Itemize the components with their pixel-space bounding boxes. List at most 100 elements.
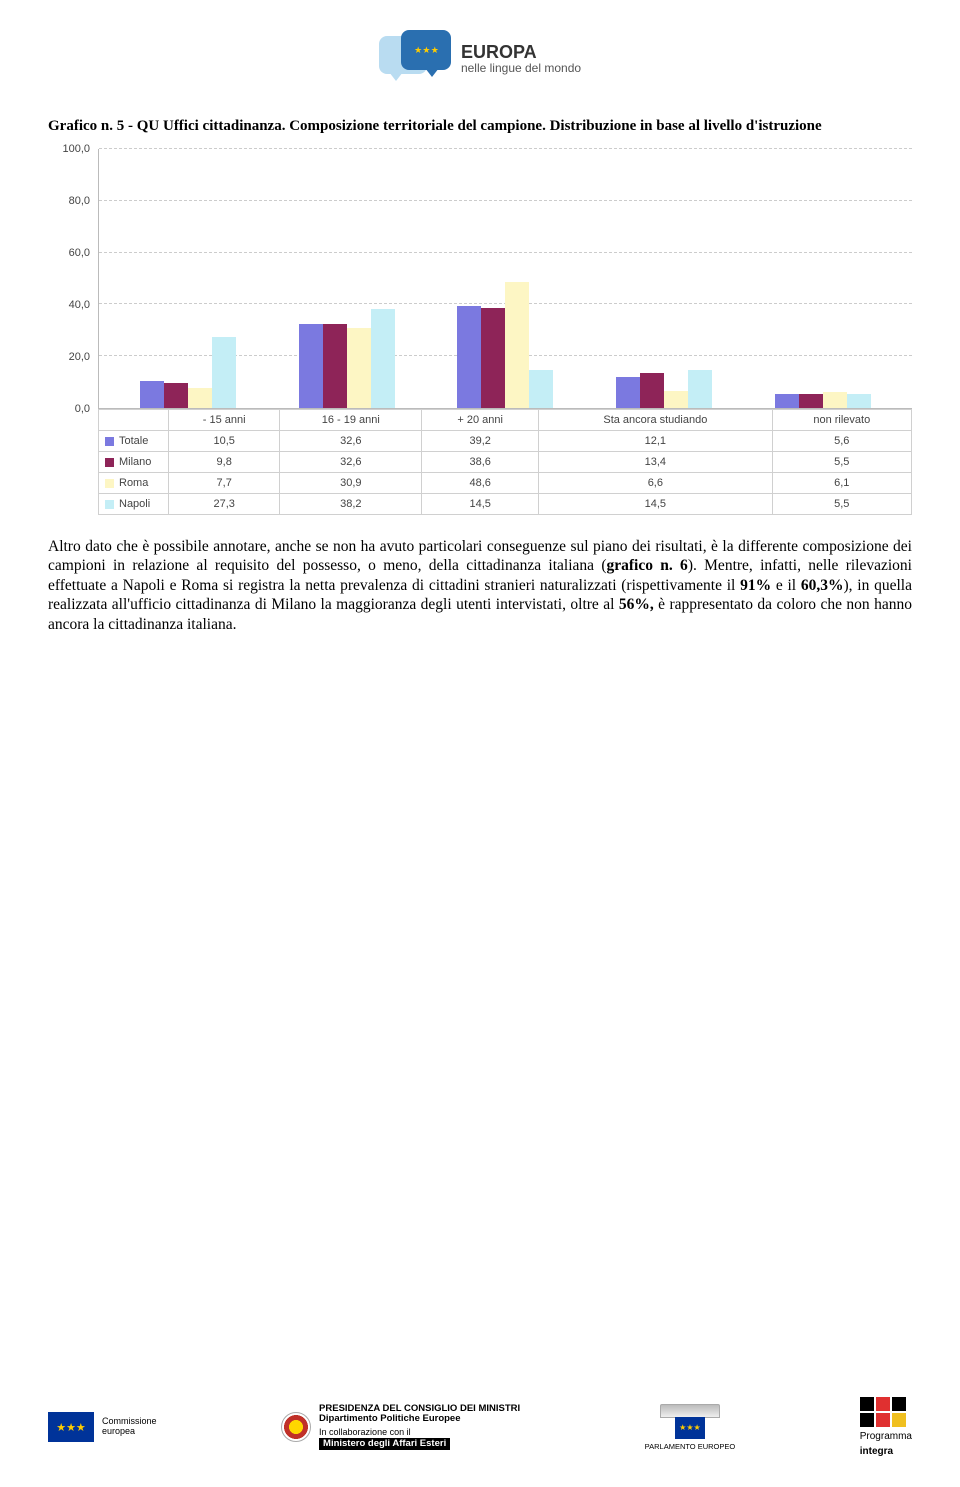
table-category-header: - 15 anni	[169, 410, 280, 431]
table-value-cell: 39,2	[422, 431, 539, 452]
bar-group	[109, 149, 268, 408]
series-swatch-icon	[105, 458, 114, 467]
footer-logos: ★★★ Commissione europea PRESIDENZA DEL C…	[48, 1397, 912, 1457]
bar	[457, 306, 481, 408]
integra-line2: integra	[860, 1446, 912, 1457]
footer-parlamento: ★★★ PARLAMENTO EUROPEO	[645, 1404, 736, 1451]
bar	[188, 388, 212, 408]
body-paragraph: Altro dato che è possibile annotare, anc…	[48, 537, 912, 634]
bar	[847, 394, 871, 408]
series-name-cell: Napoli	[99, 494, 169, 515]
bar	[323, 324, 347, 408]
parlamento-flag-icon: ★★★	[675, 1417, 705, 1439]
footer-commissione: ★★★ Commissione europea	[48, 1412, 157, 1442]
bar	[823, 392, 847, 408]
chart-data-table: - 15 anni16 - 19 anni+ 20 anniSta ancora…	[98, 409, 912, 515]
table-value-cell: 30,9	[280, 473, 422, 494]
bar	[640, 373, 664, 408]
integra-line1: Programma	[860, 1431, 912, 1442]
para-bold: 56%,	[619, 596, 654, 613]
series-name-cell: Milano	[99, 452, 169, 473]
header-logo: ★ ★ ★ EUROPA nelle lingue del mondo	[48, 30, 912, 88]
commissione-label: Commissione europea	[102, 1417, 157, 1437]
integra-cell	[876, 1413, 890, 1427]
footer-integra: Programma integra	[860, 1397, 912, 1457]
table-row: Napoli27,338,214,514,55,5	[99, 494, 912, 515]
table-value-cell: 32,6	[280, 452, 422, 473]
series-swatch-icon	[105, 500, 114, 509]
table-value-cell: 5,5	[772, 494, 911, 515]
table-value-cell: 5,5	[772, 452, 911, 473]
table-value-cell: 12,1	[539, 431, 772, 452]
series-name-cell: Totale	[99, 431, 169, 452]
bar	[347, 328, 371, 408]
para-text: e il	[771, 577, 801, 594]
bar	[371, 309, 395, 408]
chart-title: Grafico n. 5 - QU Uffici cittadinanza. C…	[48, 118, 912, 135]
stemma-icon	[281, 1412, 311, 1442]
bar	[505, 282, 529, 408]
presidenza-text: PRESIDENZA DEL CONSIGLIO DEI MINISTRI Di…	[319, 1404, 520, 1450]
bar-group	[743, 149, 902, 408]
pres-line4: Ministero degli Affari Esteri	[319, 1438, 450, 1450]
table-value-cell: 38,6	[422, 452, 539, 473]
table-row: Totale10,532,639,212,15,6	[99, 431, 912, 452]
table-value-cell: 9,8	[169, 452, 280, 473]
pres-line3: In collaborazione con il	[319, 1428, 520, 1438]
eu-flag-icon: ★★★	[48, 1412, 94, 1442]
footer-presidenza: PRESIDENZA DEL CONSIGLIO DEI MINISTRI Di…	[281, 1404, 520, 1450]
bar-group	[585, 149, 744, 408]
logo-text: EUROPA nelle lingue del mondo	[461, 42, 581, 76]
table-value-cell: 48,6	[422, 473, 539, 494]
bar	[775, 394, 799, 409]
table-value-cell: 10,5	[169, 431, 280, 452]
bar	[299, 324, 323, 408]
chart-y-axis: 100,080,060,040,020,00,0	[48, 149, 98, 409]
integra-cell	[876, 1397, 890, 1411]
table-row: Milano9,832,638,613,45,5	[99, 452, 912, 473]
parlamento-label: PARLAMENTO EUROPEO	[645, 1442, 736, 1451]
table-value-cell: 14,5	[422, 494, 539, 515]
chart-plot-area: 100,080,060,040,020,00,0	[48, 149, 912, 409]
bar	[164, 383, 188, 408]
logo-line2: nelle lingue del mondo	[461, 62, 581, 76]
bar-group	[268, 149, 427, 408]
table-value-cell: 32,6	[280, 431, 422, 452]
table-value-cell: 7,7	[169, 473, 280, 494]
table-category-header: 16 - 19 anni	[280, 410, 422, 431]
bar	[212, 337, 236, 408]
series-swatch-icon	[105, 437, 114, 446]
chart: 100,080,060,040,020,00,0 - 15 anni16 - 1…	[48, 149, 912, 515]
table-row: Roma7,730,948,66,66,1	[99, 473, 912, 494]
para-bold: grafico n. 6	[606, 557, 687, 574]
series-swatch-icon	[105, 479, 114, 488]
table-corner-cell	[99, 410, 169, 431]
logo-bubbles-icon: ★ ★ ★	[379, 30, 451, 88]
table-value-cell: 13,4	[539, 452, 772, 473]
integra-cell	[892, 1397, 906, 1411]
table-value-cell: 14,5	[539, 494, 772, 515]
table-value-cell: 38,2	[280, 494, 422, 515]
table-category-header: Sta ancora studiando	[539, 410, 772, 431]
integra-cell	[860, 1413, 874, 1427]
series-name-cell: Roma	[99, 473, 169, 494]
parlamento-building-icon	[660, 1404, 720, 1418]
table-value-cell: 27,3	[169, 494, 280, 515]
para-bold: 60,3%	[801, 577, 844, 594]
bar	[481, 308, 505, 408]
bar	[688, 370, 712, 408]
bar	[616, 377, 640, 408]
chart-plot	[98, 149, 912, 409]
table-header-row: - 15 anni16 - 19 anni+ 20 anniSta ancora…	[99, 410, 912, 431]
bar	[664, 391, 688, 408]
bar	[529, 370, 553, 408]
bar	[140, 381, 164, 408]
integra-cell	[860, 1397, 874, 1411]
logo-line1: EUROPA	[461, 42, 581, 63]
bar-group	[426, 149, 585, 408]
integra-cell	[892, 1413, 906, 1427]
table-value-cell: 5,6	[772, 431, 911, 452]
bar	[799, 394, 823, 408]
para-bold: 91%	[740, 577, 771, 594]
table-value-cell: 6,1	[772, 473, 911, 494]
